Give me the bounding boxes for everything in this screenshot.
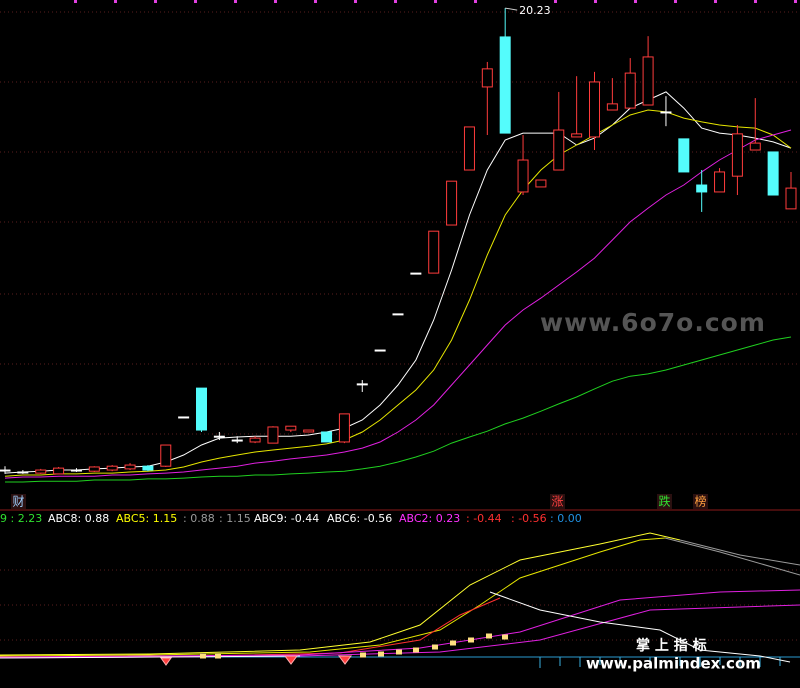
indicator-panel — [0, 532, 800, 668]
indicator-line — [0, 589, 800, 658]
badge-bg — [657, 494, 672, 509]
ma-line — [5, 336, 792, 483]
candle-body — [285, 425, 297, 431]
candle-body — [267, 426, 279, 444]
candle-body — [714, 171, 726, 193]
candle-body — [517, 159, 529, 193]
ma-line — [4, 91, 792, 474]
badge: 跌 — [659, 494, 671, 509]
high-label: 20.23 — [519, 4, 551, 17]
indicator-label: : 0.00 — [550, 512, 582, 525]
indicator-line — [0, 532, 681, 656]
candle-body — [428, 230, 440, 274]
candle-body — [642, 56, 654, 106]
candle-body — [696, 184, 708, 193]
candle-body — [571, 133, 583, 138]
candle-body — [481, 68, 493, 88]
badge-bg — [550, 494, 565, 509]
candle-body — [499, 36, 511, 134]
candle-body — [356, 383, 368, 386]
candle-body — [463, 126, 475, 171]
indicator-label: : -0.44 — [466, 512, 502, 525]
candle-body — [624, 72, 636, 109]
candle-body — [35, 469, 47, 474]
ma-line — [4, 109, 792, 477]
brand-title: 掌 上 指 标 — [636, 637, 707, 654]
candle-body — [535, 179, 547, 188]
candle-body — [53, 467, 65, 475]
ma-line — [4, 129, 792, 479]
indicator-label: : 0.88 — [183, 512, 215, 525]
indicator-label: : -0.56 — [511, 512, 547, 525]
candle-body — [213, 435, 225, 438]
signal-bars — [200, 633, 508, 659]
indicator-label: ABC8: 0.88 — [48, 512, 109, 525]
candle-body — [106, 465, 118, 471]
candle-body — [160, 444, 172, 467]
high-pointer — [505, 7, 518, 11]
indicator-label: ABC9: -0.44 — [254, 512, 319, 525]
candle-body — [70, 469, 82, 472]
candle-body — [338, 413, 350, 443]
candle-body — [321, 431, 333, 443]
indicator-line — [0, 537, 666, 657]
candle-body — [249, 437, 261, 443]
indicator-label: ABC5: 1.15 — [116, 512, 177, 525]
candle-body — [553, 129, 565, 171]
candle-body — [17, 471, 29, 474]
indicator-line — [489, 591, 791, 663]
badges: 财涨跌榜 — [11, 494, 708, 509]
candle-body — [410, 272, 422, 275]
candle-body — [606, 103, 618, 111]
price-panel: 20.23 — [0, 4, 797, 483]
candle-body — [731, 133, 743, 177]
indicator-line — [0, 597, 501, 658]
candle-body — [142, 465, 154, 471]
candle-body — [231, 439, 243, 442]
candle-body — [767, 151, 779, 196]
candle-body — [446, 180, 458, 226]
badge: 榜 — [695, 494, 707, 509]
badge-bg — [11, 494, 26, 509]
badge: 财 — [13, 495, 25, 509]
candle-body — [0, 469, 11, 472]
indicator-bars — [539, 657, 781, 668]
candle-body — [124, 464, 136, 470]
candle-body — [589, 81, 600, 138]
top-dots — [74, 0, 797, 3]
indicator-line — [0, 655, 301, 659]
indicator-label: ABC2: 0.23 — [399, 512, 460, 525]
candle-body — [196, 387, 207, 431]
candle-body — [88, 466, 100, 472]
indicator-label: : 1.15 — [219, 512, 251, 525]
candle-body — [785, 187, 797, 210]
watermark: www.6o7o.com — [540, 308, 766, 337]
candle-body — [374, 349, 386, 352]
brand-url: www.palmindex.com — [586, 655, 761, 673]
signal-diamond — [160, 655, 352, 666]
candle-body — [392, 313, 404, 316]
badge-bg — [693, 494, 708, 509]
indicator-label: ABC6: -0.56 — [327, 512, 392, 525]
badge: 涨 — [552, 494, 564, 509]
candle-body — [749, 142, 761, 151]
candle-body — [303, 429, 315, 433]
candle-body — [660, 111, 672, 114]
indicator-labels: 9 : 2.23 ABC8: 0.88 ABC5: 1.15 : 0.88 : 1.15… — [0, 512, 582, 525]
candle-body — [678, 138, 690, 173]
candle-body — [178, 416, 190, 419]
indicator-label: 9 : 2.23 — [0, 512, 42, 525]
indicator-line — [664, 537, 800, 576]
